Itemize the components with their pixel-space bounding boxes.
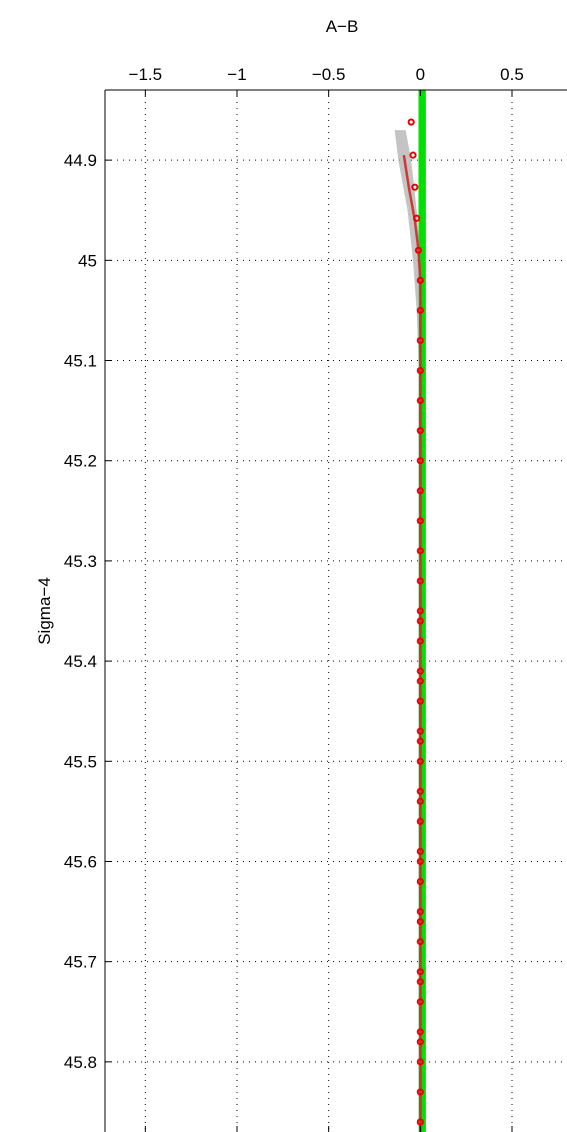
data-point: [416, 737, 424, 745]
grid: [105, 90, 567, 1132]
y-tick-label: 44.9: [64, 151, 97, 170]
data-point: [416, 617, 424, 625]
data-point: [416, 817, 424, 826]
data-point: [416, 907, 424, 916]
data-point: [407, 118, 415, 126]
x-tick-label: −1: [227, 65, 246, 84]
series-line: [402, 154, 422, 1132]
y-axis-title: Sigma−4: [35, 577, 54, 645]
data-point: [416, 547, 424, 555]
data-point: [416, 457, 424, 465]
data-point: [416, 427, 424, 435]
data-point: [416, 487, 424, 495]
data-point: [416, 917, 424, 926]
data-point: [416, 1028, 424, 1036]
data-point: [416, 667, 424, 675]
y-tick-label: 45.4: [64, 652, 97, 671]
series-layer: [394, 118, 424, 1132]
data-point: [416, 336, 424, 345]
y-tick-label: 45.1: [64, 352, 97, 371]
x-tick-label: 0: [416, 65, 425, 84]
x-axis-title: A−B: [326, 17, 359, 36]
data-point: [416, 1118, 424, 1126]
data-point: [416, 677, 424, 685]
data-point: [416, 847, 424, 856]
x-tick-label: −1.5: [129, 65, 163, 84]
data-point: [416, 877, 424, 886]
data-point: [416, 857, 424, 866]
data-point: [416, 637, 424, 645]
data-point: [416, 517, 424, 525]
axes: [104, 89, 567, 1132]
data-point: [416, 1058, 424, 1066]
y-tick-label: 45: [78, 251, 97, 270]
y-tick-label: 45.3: [64, 552, 97, 571]
data-point: [416, 366, 424, 375]
y-tick-label: 45.8: [64, 1053, 97, 1072]
data-point: [416, 968, 424, 976]
data-point: [416, 938, 424, 946]
data-point: [416, 1088, 424, 1096]
data-point: [416, 757, 424, 765]
data-point: [414, 246, 423, 254]
data-point: [416, 978, 424, 986]
data-point: [416, 607, 424, 615]
data-point: [416, 306, 424, 315]
data-point: [416, 396, 424, 405]
uncertainty-band: [394, 130, 421, 1132]
data-point: [413, 214, 421, 222]
data-point: [411, 183, 419, 191]
x-tick-label: 0.5: [500, 65, 524, 84]
data-point: [416, 998, 424, 1006]
y-tick-label: 45.7: [64, 953, 97, 972]
data-point: [416, 276, 424, 284]
x-tick-label: −0.5: [312, 65, 346, 84]
tick-labels: −1.5 −1 −0.5 0 0.5 44.9 45 45.1 45.2 45.3 45.4 45.5…: [64, 65, 524, 1072]
data-point: [416, 787, 424, 795]
y-tick-label: 45.5: [64, 752, 97, 771]
data-point: [416, 577, 424, 585]
data-point: [416, 727, 424, 735]
data-point: [416, 1038, 424, 1046]
y-tick-label: 45.2: [64, 452, 97, 471]
data-point: [416, 797, 424, 805]
data-point: [416, 697, 424, 705]
y-tick-label: 45.6: [64, 852, 97, 871]
data-point: [409, 151, 417, 159]
